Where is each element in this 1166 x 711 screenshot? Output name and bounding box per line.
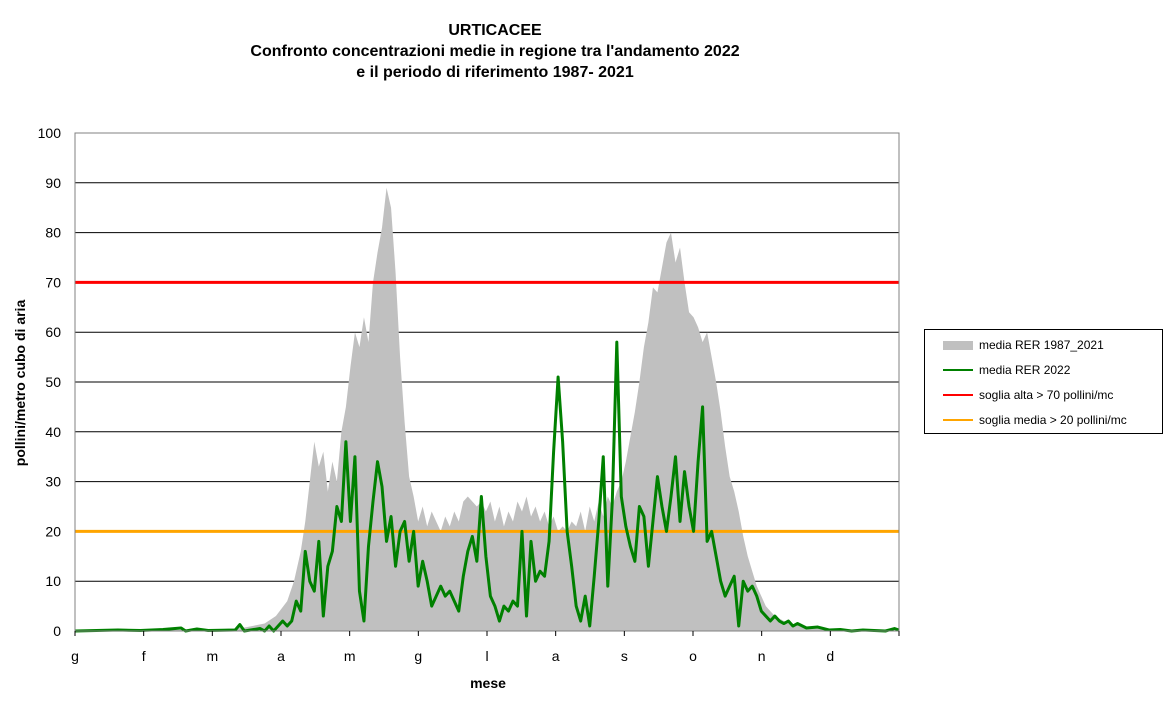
chart-subtitle-line-2: e il periodo di riferimento 1987- 2021	[356, 64, 634, 81]
legend-swatch-area	[943, 340, 973, 350]
y-tick-label: 60	[45, 324, 61, 340]
plot-area: 0 10 20 30 40 50 60 70 80 90 100 g f m a m g l a s o n d	[38, 125, 900, 664]
x-tick-label: o	[689, 648, 697, 664]
y-tick-label: 50	[45, 374, 61, 390]
y-tick-label: 30	[45, 474, 61, 490]
y-axis-title: pollini/metro cubo di aria	[12, 300, 28, 467]
x-tick-label: g	[414, 648, 422, 664]
x-tick-label: g	[71, 648, 79, 664]
legend-item-soglia-media: soglia media > 20 pollini/mc	[943, 410, 1127, 430]
x-tick-label: m	[206, 648, 218, 664]
x-axis-title: mese	[470, 675, 506, 691]
legend-label: soglia media > 20 pollini/mc	[979, 413, 1127, 427]
legend-label: soglia alta > 70 pollini/mc	[979, 388, 1114, 402]
y-tick-label: 20	[45, 523, 61, 539]
legend-label: media RER 2022	[979, 363, 1071, 377]
y-tick-label: 10	[45, 573, 61, 589]
y-tick-label: 90	[45, 175, 61, 191]
y-tick-label: 0	[53, 623, 61, 639]
chart-title: URTICACEE	[448, 22, 542, 39]
legend-swatch-line	[943, 369, 973, 371]
legend-swatch-line	[943, 394, 973, 396]
chart-title-block: URTICACEE Confronto concentrazioni medie…	[0, 20, 990, 83]
x-tick-label: d	[826, 648, 834, 664]
chart-subtitle-line-1: Confronto concentrazioni medie in region…	[250, 43, 740, 60]
y-tick-label: 100	[38, 125, 62, 141]
legend-item-media-2022: media RER 2022	[943, 360, 1070, 380]
x-tick-label: m	[344, 648, 356, 664]
x-tick-label: a	[552, 648, 560, 664]
legend-item-soglia-alta: soglia alta > 70 pollini/mc	[943, 385, 1113, 405]
y-tick-label: 70	[45, 274, 61, 290]
x-tick-label: n	[758, 648, 766, 664]
legend-label: media RER 1987_2021	[979, 338, 1104, 352]
legend-swatch-line	[943, 419, 973, 421]
chart-legend: media RER 1987_2021 media RER 2022 sogli…	[924, 329, 1163, 434]
x-tick-label: f	[142, 648, 146, 664]
series-line-media-2022	[74, 340, 900, 633]
x-tick-label: s	[621, 648, 628, 664]
y-tick-label: 40	[45, 424, 61, 440]
y-tick-label: 80	[45, 225, 61, 241]
legend-item-media-1987-2021: media RER 1987_2021	[943, 335, 1104, 355]
x-tick-label: l	[485, 648, 488, 664]
x-tick-label: a	[277, 648, 285, 664]
